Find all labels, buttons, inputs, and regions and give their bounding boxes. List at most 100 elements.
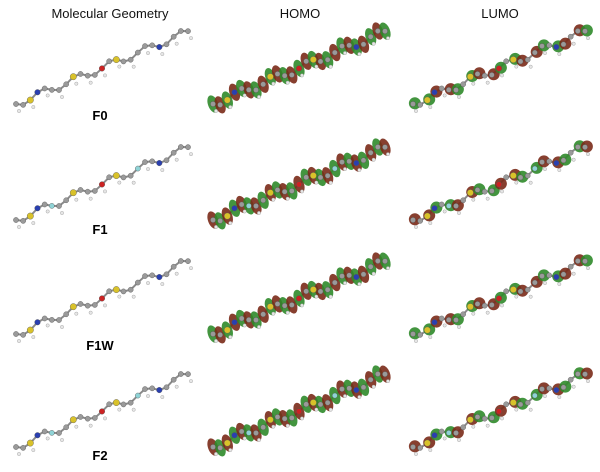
hydrogen-atom <box>571 384 576 389</box>
atom <box>360 41 367 48</box>
hydrogen-atom <box>457 438 461 442</box>
atom <box>546 385 552 392</box>
atom <box>339 159 345 165</box>
atom <box>309 399 317 406</box>
atom <box>41 315 48 322</box>
atom <box>274 71 281 77</box>
homo-image <box>207 22 391 114</box>
header-molecular-geometry: Molecular Geometry <box>51 6 169 21</box>
atom <box>92 302 98 308</box>
atom <box>13 444 19 450</box>
atom <box>120 401 127 408</box>
atom <box>532 165 538 172</box>
atom <box>503 58 509 65</box>
atom <box>92 415 98 421</box>
atom <box>63 197 69 204</box>
atom <box>503 288 509 295</box>
atom <box>127 172 134 179</box>
atom <box>509 286 517 293</box>
atom <box>49 203 55 209</box>
hydrogen-atom <box>300 416 304 421</box>
atom <box>26 326 34 334</box>
atom <box>34 89 41 96</box>
hydrogen-atom <box>174 384 179 389</box>
atom <box>266 189 274 197</box>
hydrogen-atom <box>328 294 333 299</box>
atom <box>324 56 331 63</box>
hydrogen-atom <box>131 294 136 299</box>
atom <box>495 408 502 415</box>
hydrogen-atom <box>442 93 447 98</box>
atom <box>178 28 184 34</box>
atom <box>553 160 560 167</box>
hydrogen-atom <box>485 310 490 315</box>
geometry-panel-f0 <box>8 12 198 122</box>
atom <box>135 165 141 172</box>
hydrogen-atom <box>357 168 362 172</box>
atom <box>575 28 581 34</box>
hydrogen-atom <box>103 303 107 308</box>
atom <box>495 181 502 188</box>
atom <box>509 56 517 63</box>
atom <box>582 144 588 150</box>
hydrogen-atom <box>117 407 122 412</box>
atom <box>20 332 26 338</box>
hydrogen-atom <box>189 36 193 41</box>
hydrogen-atom <box>371 384 376 389</box>
hydrogen-atom <box>457 211 461 215</box>
atom <box>423 212 431 220</box>
atom <box>13 101 19 107</box>
atom <box>56 430 62 436</box>
atom <box>367 149 374 156</box>
atom <box>481 188 488 195</box>
atom <box>112 56 120 63</box>
atom <box>567 376 574 383</box>
geometry-image <box>13 371 193 456</box>
atom <box>13 331 19 337</box>
atom <box>382 258 388 264</box>
hydrogen-atom <box>571 41 576 46</box>
atom <box>446 430 452 436</box>
hydrogen-atom <box>160 282 165 286</box>
hydrogen-atom <box>117 180 122 185</box>
geometry-image <box>13 28 193 113</box>
hydrogen-atom <box>17 225 21 229</box>
hydrogen-atom <box>189 266 193 271</box>
atom <box>135 392 141 399</box>
atom <box>281 302 288 309</box>
hydrogen-atom <box>314 180 319 185</box>
atom <box>69 73 77 81</box>
hydrogen-atom <box>300 303 304 308</box>
atom <box>539 386 545 392</box>
hydrogen-atom <box>314 294 319 299</box>
hydrogen-atom <box>146 51 150 55</box>
atom <box>532 279 538 286</box>
hydrogen-atom <box>257 211 261 215</box>
atom <box>20 445 26 451</box>
hydrogen-atom <box>514 64 519 69</box>
atom <box>253 430 259 436</box>
atom <box>63 81 69 88</box>
atom <box>69 416 77 424</box>
atom <box>238 315 245 322</box>
hydrogen-atom <box>88 80 93 85</box>
atom <box>446 203 452 209</box>
atom <box>163 384 170 391</box>
hydrogen-atom <box>514 180 519 185</box>
geometry-panel-f1w <box>8 242 198 352</box>
atom <box>309 286 317 293</box>
atom <box>431 432 438 439</box>
atom <box>84 302 91 309</box>
atom <box>553 274 560 281</box>
hydrogen-atom <box>442 323 447 328</box>
atom <box>339 43 345 49</box>
hydrogen-atom <box>60 211 64 215</box>
atom <box>460 311 466 318</box>
hydrogen-atom <box>357 52 362 56</box>
atom <box>231 89 238 96</box>
hydrogen-atom <box>31 335 36 339</box>
atom <box>460 424 466 431</box>
atom <box>524 172 531 179</box>
hydrogen-atom <box>557 395 562 399</box>
atom <box>474 187 481 193</box>
